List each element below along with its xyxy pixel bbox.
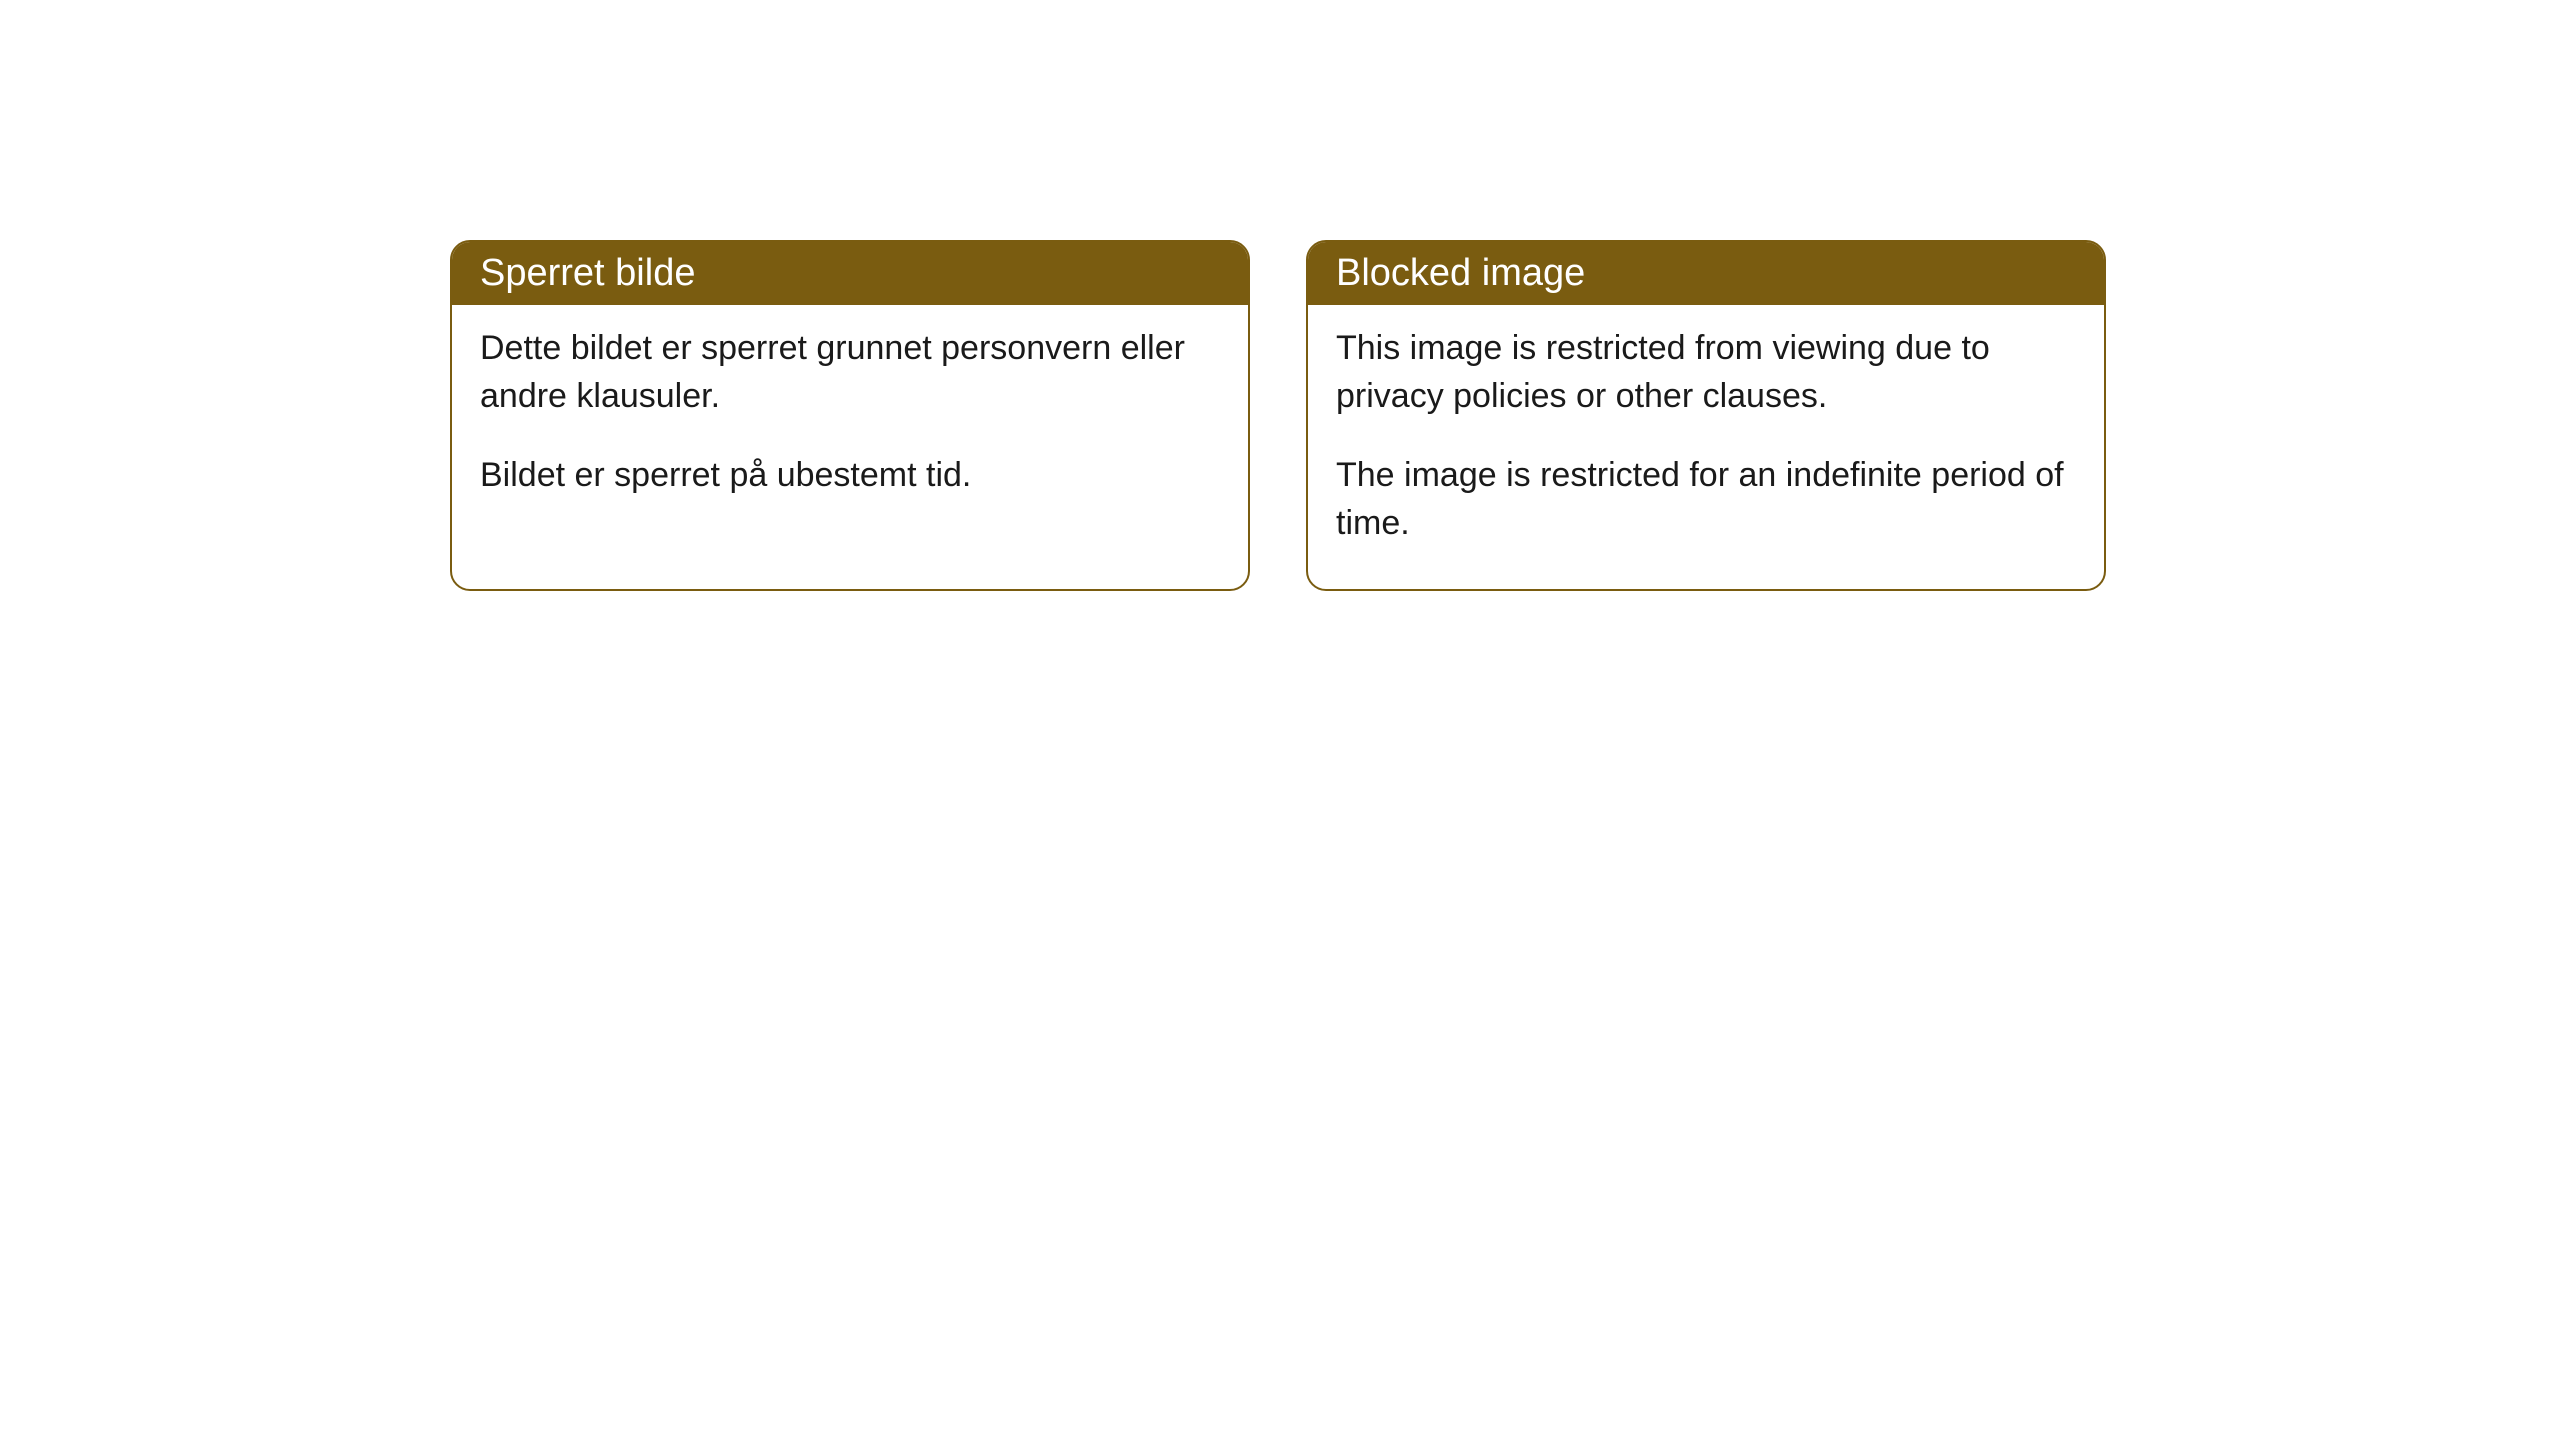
card-header-english: Blocked image [1308,242,2104,305]
card-norwegian: Sperret bilde Dette bildet er sperret gr… [450,240,1250,591]
card-body-norwegian: Dette bildet er sperret grunnet personve… [452,305,1248,542]
card-paragraph-2: The image is restricted for an indefinit… [1336,452,2076,547]
cards-container: Sperret bilde Dette bildet er sperret gr… [450,240,2560,591]
card-english: Blocked image This image is restricted f… [1306,240,2106,591]
card-body-english: This image is restricted from viewing du… [1308,305,2104,589]
card-paragraph-1: Dette bildet er sperret grunnet personve… [480,325,1220,420]
card-header-norwegian: Sperret bilde [452,242,1248,305]
card-paragraph-2: Bildet er sperret på ubestemt tid. [480,452,1220,500]
card-paragraph-1: This image is restricted from viewing du… [1336,325,2076,420]
